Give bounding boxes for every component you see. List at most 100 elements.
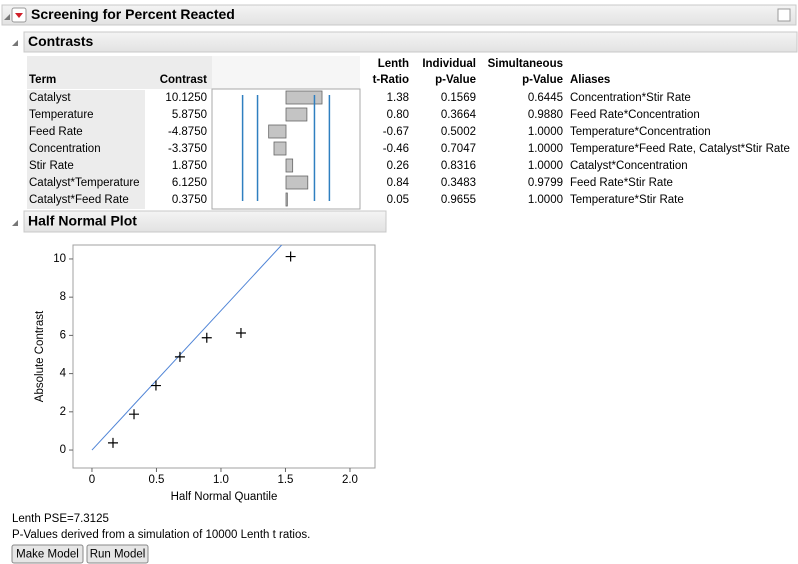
table-cell: Concentration — [29, 143, 101, 155]
table-cell: Catalyst*Concentration — [570, 160, 688, 172]
y-tick-label: 2 — [60, 406, 66, 418]
contrast-bar — [285, 192, 288, 207]
window-icon[interactable] — [777, 8, 791, 22]
table-cell: 1.0000 — [528, 143, 563, 155]
term-column-bg — [27, 90, 145, 209]
contrast-bar — [273, 141, 287, 156]
table-cell: Catalyst*Feed Rate — [29, 194, 129, 206]
table-cell: 0.3664 — [441, 109, 477, 121]
plot-frame — [72, 244, 376, 469]
point — [174, 351, 185, 362]
table-cell: Feed Rate*Concentration — [570, 109, 700, 121]
table-cell: 0.9799 — [528, 177, 563, 189]
column-header: Term — [29, 74, 56, 86]
table-cell: 0.3483 — [441, 177, 476, 189]
table-cell: 0.3750 — [172, 194, 207, 206]
y-tick-label: 0 — [60, 444, 66, 456]
point — [285, 251, 296, 262]
table-cell: 1.8750 — [172, 160, 207, 172]
table-cell: 10.1250 — [165, 92, 207, 104]
table-cell: Temperature*Concentration — [570, 126, 711, 138]
table-cell: 0.9880 — [528, 109, 563, 121]
table-cell: Temperature*Feed Rate, Catalyst*Stir Rat… — [570, 143, 790, 155]
table-cell: Concentration*Stir Rate — [570, 92, 691, 104]
table-cell: 0.26 — [387, 160, 409, 172]
table-cell: 0.5002 — [441, 126, 476, 138]
point — [107, 437, 118, 448]
column-header: Individual — [422, 58, 476, 70]
table-cell: Catalyst*Temperature — [29, 177, 140, 189]
contrast-bar — [285, 158, 294, 173]
title-bar — [1, 4, 797, 26]
table-cell: 0.80 — [387, 109, 409, 121]
contrast-bar — [268, 124, 287, 139]
y-tick-label: 10 — [53, 253, 66, 265]
table-cell: -4.8750 — [168, 126, 207, 138]
table-cell: 0.9655 — [441, 194, 476, 206]
table-cell: -3.3750 — [168, 143, 207, 155]
column-header: t-Ratio — [373, 74, 409, 86]
fit-line — [91, 245, 283, 451]
column-header: Aliases — [570, 74, 610, 86]
menu-arrow — [15, 13, 23, 18]
table-cell: 6.1250 — [172, 177, 207, 189]
table-cell: Feed Rate*Stir Rate — [570, 177, 673, 189]
y-axis-label: Absolute Contrast — [34, 310, 46, 402]
column-header: p-Value — [522, 74, 563, 86]
table-cell: Temperature*Stir Rate — [570, 194, 684, 206]
collapse-icon[interactable] — [4, 14, 10, 20]
table-cell: 0.7047 — [441, 143, 476, 155]
table-cell: -0.46 — [383, 143, 409, 155]
table-cell: 0.6445 — [528, 92, 563, 104]
table-cell: Feed Rate — [29, 126, 83, 138]
x-tick-label: 1.0 — [213, 474, 229, 486]
section-bar — [23, 31, 798, 53]
point — [201, 332, 212, 343]
y-tick-label: 8 — [60, 291, 66, 303]
report-title: Screening for Percent Reacted — [31, 6, 235, 22]
table-cell: 1.0000 — [528, 126, 563, 138]
button[interactable] — [11, 544, 84, 564]
table-cell: -0.67 — [383, 126, 409, 138]
note: P-Values derived from a simulation of 10… — [12, 529, 310, 541]
collapse-icon[interactable] — [12, 220, 18, 226]
section-title: Contrasts — [28, 33, 94, 49]
table-cell: Temperature — [29, 109, 94, 121]
contrast-bar — [285, 90, 323, 105]
y-tick-label: 4 — [60, 368, 67, 380]
point — [129, 409, 140, 420]
column-header: Lenth — [378, 58, 409, 70]
y-tick-label: 6 — [60, 329, 66, 341]
contrast-bar — [285, 107, 308, 122]
bar-header-bg — [212, 56, 360, 89]
table-cell: 0.84 — [387, 177, 410, 189]
button-label[interactable]: Make Model — [16, 549, 79, 561]
section-bar — [23, 210, 387, 233]
column-header: Contrast — [160, 74, 207, 86]
column-header: p-Value — [435, 74, 476, 86]
table-cell: 0.05 — [387, 194, 409, 206]
point — [235, 327, 246, 338]
section-title: Half Normal Plot — [28, 213, 137, 229]
point — [150, 380, 161, 391]
x-tick-label: 0 — [89, 474, 95, 486]
column-header: Simultaneous — [488, 58, 563, 70]
table-cell: 1.38 — [387, 92, 409, 104]
x-axis-label: Half Normal Quantile — [171, 491, 278, 503]
note: Lenth PSE=7.3125 — [12, 513, 109, 525]
table-cell: 0.8316 — [441, 160, 476, 172]
collapse-icon[interactable] — [12, 40, 18, 46]
button[interactable] — [86, 544, 149, 564]
table-cell: 5.8750 — [172, 109, 207, 121]
button-label[interactable]: Run Model — [90, 549, 146, 561]
table-cell: 1.0000 — [528, 160, 563, 172]
table-cell: 0.1569 — [441, 92, 476, 104]
x-tick-label: 2.0 — [342, 474, 358, 486]
table-cell: Catalyst — [29, 92, 71, 104]
table-cell: Stir Rate — [29, 160, 74, 172]
contrast-bar — [285, 175, 309, 190]
x-tick-label: 0.5 — [148, 474, 164, 486]
x-tick-label: 1.5 — [277, 474, 293, 486]
table-cell: 1.0000 — [528, 194, 563, 206]
